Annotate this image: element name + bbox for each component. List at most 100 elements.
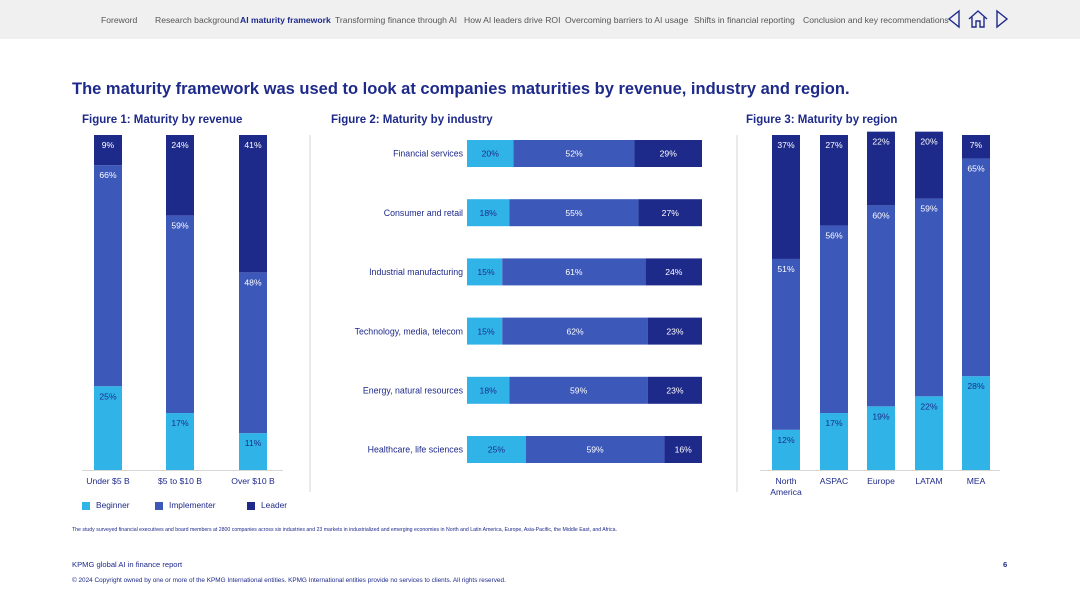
bar-leader-europe	[867, 131, 895, 206]
tick-label-industrial-manufacturing: Industrial manufacturing	[369, 267, 463, 277]
bar-implementer-technology-media-telecom	[502, 317, 648, 345]
tick-label-energy-natural-resources: Energy, natural resources	[363, 386, 464, 396]
data-label-leader-over-10-b: 41%	[244, 140, 262, 150]
tick-label-mea: MEA	[967, 476, 986, 486]
data-label-implementer-over-10-b: 48%	[244, 277, 262, 287]
bar-implementer-5-to-10-b	[166, 215, 194, 414]
data-label-beginner-consumer-and-retail: 18%	[480, 208, 498, 218]
bar-beginner-healthcare-life-sciences	[467, 436, 526, 463]
data-label-implementer-consumer-and-retail: 55%	[565, 208, 583, 218]
figure-3-title: Figure 3: Maturity by region	[746, 114, 898, 126]
tick-label-healthcare-life-sciences: Healthcare, life sciences	[368, 445, 464, 455]
data-label-leader-aspac: 27%	[825, 140, 843, 150]
bar-beginner-industrial-manufacturing	[467, 258, 503, 286]
data-label-beginner-europe: 19%	[872, 411, 890, 421]
legend-implementer-swatch	[155, 501, 163, 510]
bar-leader-healthcare-life-sciences	[664, 436, 702, 463]
bar-leader-energy-natural-resources	[647, 376, 702, 404]
bar-leader-north-america	[772, 135, 800, 259]
page-headline: The maturity framework was used to look …	[72, 80, 850, 98]
data-label-implementer-aspac: 56%	[825, 230, 843, 240]
previous-page-icon[interactable]	[946, 9, 962, 29]
data-label-implementer-healthcare-life-sciences: 59%	[586, 445, 604, 455]
data-label-implementer-financial-services: 52%	[565, 149, 583, 159]
nav-item-financial-reporting[interactable]: Shifts in financial reporting	[694, 15, 795, 25]
legend-implementer-label: Implementer	[169, 500, 216, 510]
nav-item-foreword[interactable]: Foreword	[101, 15, 138, 25]
bar-leader-financial-services	[634, 140, 702, 167]
data-label-beginner-financial-services: 20%	[482, 149, 500, 159]
bar-implementer-energy-natural-resources	[509, 376, 648, 404]
bar-implementer-under-5-b	[94, 165, 122, 387]
bar-implementer-consumer-and-retail	[509, 199, 639, 227]
figure-2-title: Figure 2: Maturity by industry	[331, 114, 493, 126]
tick-label-5-to-10-b: $5 to $10 B	[158, 476, 202, 486]
bar-leader-over-10-b	[239, 135, 267, 273]
data-label-beginner-under-5-b: 25%	[99, 391, 117, 401]
bar-beginner-financial-services	[467, 140, 514, 167]
legend-implementer: Implementer	[155, 500, 216, 510]
legend-leader-label: Leader	[261, 500, 288, 510]
copyright-notice: © 2024 Copyright owned by one or more of…	[72, 577, 506, 584]
bar-leader-mea	[962, 135, 990, 159]
home-icon[interactable]	[967, 9, 989, 29]
legend-leader-swatch	[247, 501, 255, 510]
nav-item-transforming-finance[interactable]: Transforming finance through AI	[335, 15, 457, 25]
bar-beginner-north-america	[772, 429, 800, 470]
tick-label-over-10-b: Over $10 B	[231, 476, 275, 486]
nav-item-conclusion[interactable]: Conclusion and key recommendations	[803, 15, 949, 25]
data-label-leader-mea: 7%	[970, 140, 983, 150]
data-label-beginner-latam: 22%	[920, 401, 938, 411]
bar-leader-5-to-10-b	[166, 135, 194, 216]
bar-beginner-energy-natural-resources	[467, 376, 510, 404]
bar-leader-industrial-manufacturing	[645, 258, 702, 286]
tick-label-latam: LATAM	[915, 476, 942, 486]
bar-implementer-north-america	[772, 258, 800, 430]
bar-beginner-under-5-b	[94, 386, 122, 470]
tick-label-europe: Europe	[867, 476, 895, 486]
tick-label-aspac: ASPAC	[820, 476, 849, 486]
footer-report-title: KPMG global AI in finance report	[72, 560, 183, 569]
data-label-implementer-north-america: 51%	[777, 264, 795, 274]
page-number: 6	[1003, 560, 1008, 569]
bar-beginner-mea	[962, 376, 990, 470]
data-label-beginner-technology-media-telecom: 15%	[477, 326, 495, 336]
data-label-beginner-mea: 28%	[967, 381, 985, 391]
data-label-leader-industrial-manufacturing: 24%	[665, 267, 683, 277]
figure-1-title: Figure 1: Maturity by revenue	[82, 114, 243, 126]
data-label-implementer-europe: 60%	[872, 210, 890, 220]
bar-leader-aspac	[820, 135, 848, 226]
tick-label-north-america: America	[770, 487, 802, 497]
data-label-beginner-industrial-manufacturing: 15%	[477, 267, 495, 277]
bar-implementer-financial-services	[513, 140, 635, 167]
bar-implementer-over-10-b	[239, 272, 267, 434]
data-label-beginner-over-10-b: 11%	[245, 438, 262, 448]
data-label-leader-latam: 20%	[920, 137, 938, 147]
data-label-beginner-healthcare-life-sciences: 25%	[488, 445, 506, 455]
data-label-implementer-energy-natural-resources: 59%	[570, 386, 588, 396]
bar-leader-latam	[915, 131, 943, 199]
data-label-leader-financial-services: 29%	[660, 149, 678, 159]
nav-item-overcoming-barriers[interactable]: Overcoming barriers to AI usage	[565, 15, 689, 25]
tick-label-financial-services: Financial services	[393, 149, 464, 159]
bar-beginner-aspac	[820, 413, 848, 470]
bar-beginner-over-10-b	[239, 433, 267, 470]
data-label-implementer-latam: 59%	[920, 204, 938, 214]
next-page-icon[interactable]	[994, 9, 1010, 29]
data-label-leader-consumer-and-retail: 27%	[662, 208, 680, 218]
data-label-leader-under-5-b: 9%	[102, 140, 115, 150]
data-label-beginner-north-america: 12%	[777, 435, 795, 445]
bar-leader-consumer-and-retail	[638, 199, 702, 227]
data-label-implementer-5-to-10-b: 59%	[171, 220, 189, 230]
nav-item-research-background[interactable]: Research background	[155, 15, 240, 25]
nav-item-ai-leaders-roi[interactable]: How AI leaders drive ROI	[464, 15, 561, 25]
top-navigation: Foreword Research background AI maturity…	[0, 0, 1080, 39]
tick-label-under-5-b: Under $5 B	[86, 476, 130, 486]
data-label-beginner-aspac: 17%	[825, 418, 843, 428]
data-label-leader-healthcare-life-sciences: 16%	[675, 445, 693, 455]
data-label-leader-europe: 22%	[872, 137, 890, 147]
survey-footnote: The study surveyed financial executives …	[72, 527, 617, 533]
nav-item-ai-maturity-framework[interactable]: AI maturity framework	[240, 15, 331, 25]
bar-beginner-5-to-10-b	[166, 413, 194, 470]
tick-label-north-america: North	[775, 476, 796, 486]
